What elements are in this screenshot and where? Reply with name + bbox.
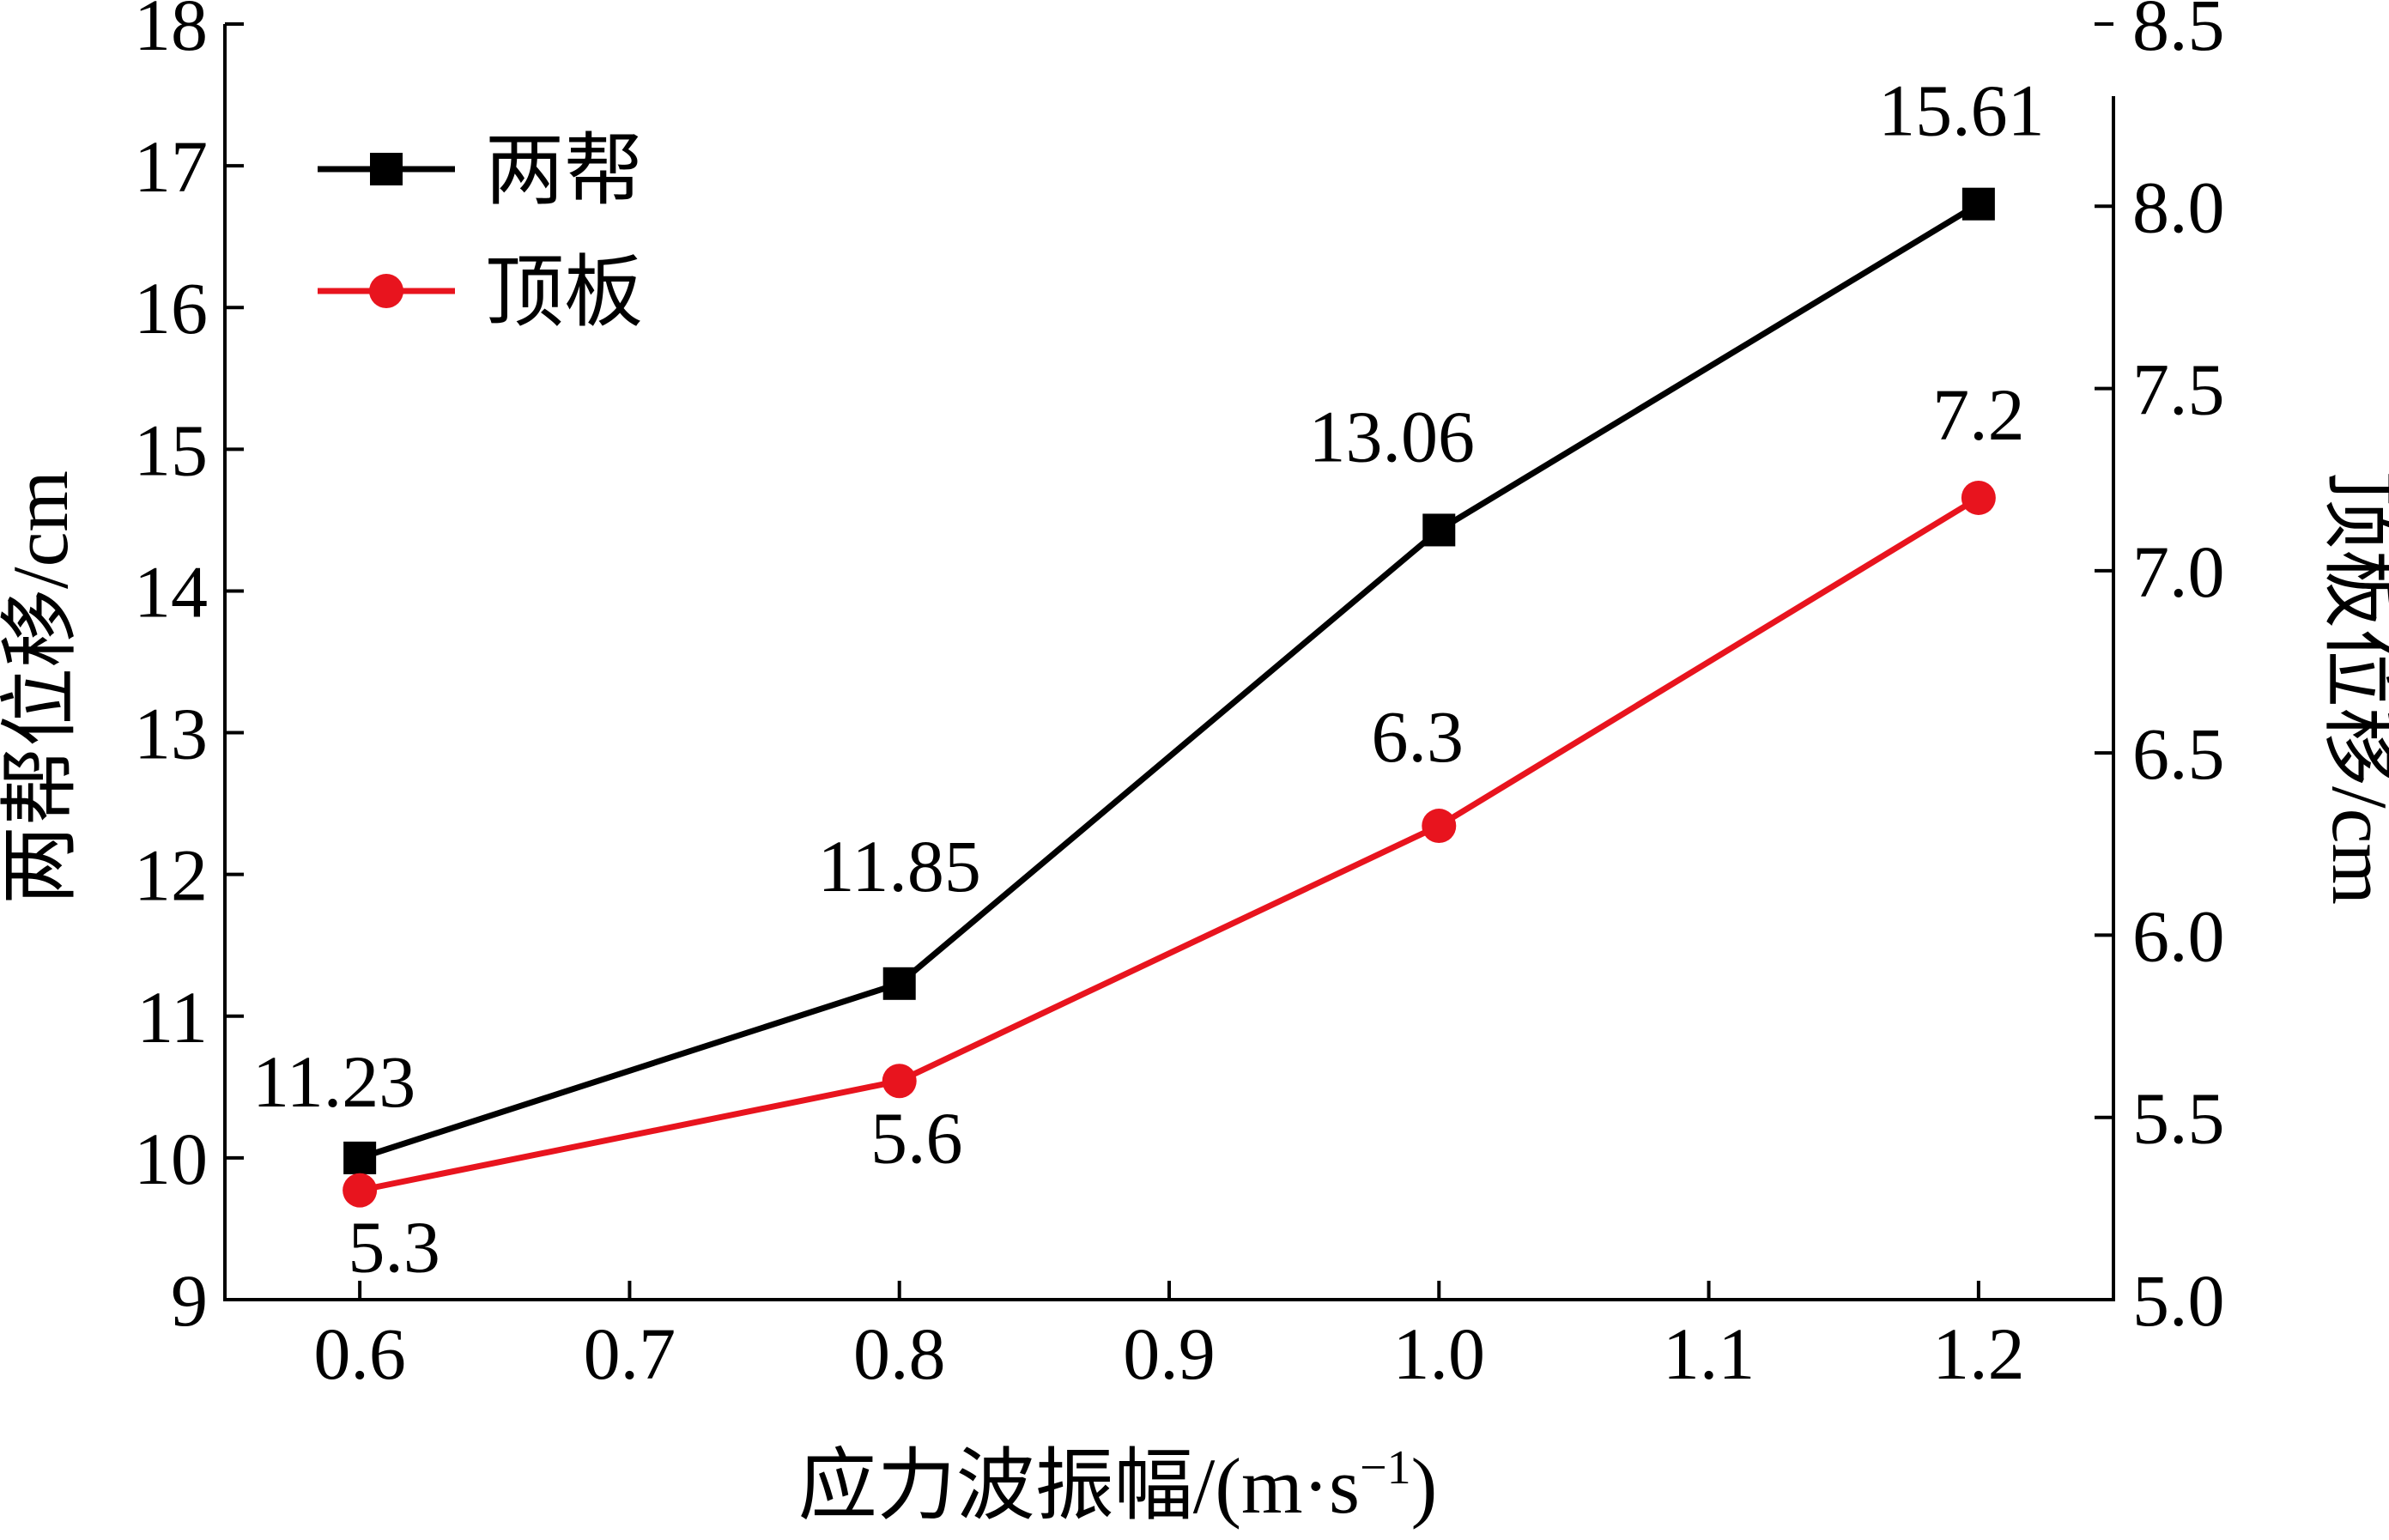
- data-label: 5.6: [870, 1096, 963, 1179]
- data-point-circle: [1422, 809, 1457, 844]
- data-point-square: [882, 967, 916, 1000]
- data-labels: 11.23 11.85 13.06 15.61 5.3 5.6 6.3 7.2: [252, 70, 2045, 1288]
- data-label: 11.23: [252, 1040, 415, 1123]
- x-tick-label: 0.6: [313, 1313, 406, 1395]
- legend-marker-circle: [369, 274, 403, 308]
- y-left-tick-label: 14: [134, 550, 208, 633]
- y-right-tick-label: 6.0: [2132, 894, 2225, 977]
- data-point-square: [1962, 187, 1995, 221]
- data-point-circle: [1961, 480, 1996, 515]
- y-left-tick-label: 18: [134, 0, 208, 66]
- axes: 0.6 0.7 0.8 0.9 1.0 1.1 1.2 9 10 11 12 13 14 15 16 17 18…: [134, 0, 2225, 1395]
- y-left-tick-label: 16: [134, 267, 208, 349]
- legend-label: 两帮: [485, 127, 643, 215]
- data-point-circle: [882, 1064, 917, 1099]
- x-axis-title: 应力波振幅/(m·s−1): [798, 1441, 1437, 1530]
- x-tick-label: 0.7: [584, 1313, 676, 1395]
- data-point-circle: [343, 1173, 378, 1208]
- y-right-tick-label: 7.5: [2132, 349, 2225, 431]
- y-left-tick-label: 9: [171, 1259, 208, 1342]
- data-label: 13.06: [1309, 395, 1476, 477]
- legend-label: 顶板: [485, 249, 643, 336]
- y-left-tick-label: 15: [134, 409, 208, 491]
- data-point-square: [1422, 513, 1456, 547]
- series-line-2: [359, 494, 1980, 1194]
- y-left-tick-label: 17: [134, 125, 208, 208]
- x-tick-label: 1.0: [1393, 1313, 1486, 1395]
- legend-marker-square: [370, 153, 403, 185]
- series-line-1: [359, 201, 1980, 1161]
- x-tick-label: 0.9: [1123, 1313, 1216, 1395]
- y-right-axis-title: 顶板位移/cm: [2316, 470, 2389, 905]
- y-left-tick-label: 11: [136, 976, 208, 1058]
- data-label: 5.3: [348, 1206, 440, 1288]
- x-tick-label: 1.1: [1663, 1313, 1755, 1395]
- data-point-square: [343, 1141, 377, 1174]
- data-label: 6.3: [1372, 695, 1464, 778]
- data-label: 7.2: [1932, 373, 2025, 456]
- y-right-tick-label: 7.0: [2132, 531, 2225, 613]
- y-right-tick-label: 5.5: [2132, 1077, 2225, 1160]
- y-left-tick-label: 13: [134, 693, 208, 775]
- x-tick-label: 1.2: [1932, 1313, 2025, 1395]
- data-label: 15.61: [1878, 70, 2045, 152]
- y-left-tick-label: 12: [134, 834, 208, 917]
- y-right-tick-label: 8.0: [2132, 166, 2225, 248]
- x-tick-label: 0.8: [853, 1313, 946, 1395]
- y-left-tick-label: 10: [134, 1118, 208, 1200]
- data-label: 11.85: [818, 825, 981, 907]
- series-layer: [343, 187, 1996, 1208]
- y-right-tick-label: 8.5: [2132, 0, 2225, 66]
- y-right-tick-label: 6.5: [2132, 712, 2225, 795]
- y-right-tick-label: 5.0: [2132, 1259, 2225, 1342]
- y-left-axis-title: 两帮位移/cm: [0, 470, 84, 905]
